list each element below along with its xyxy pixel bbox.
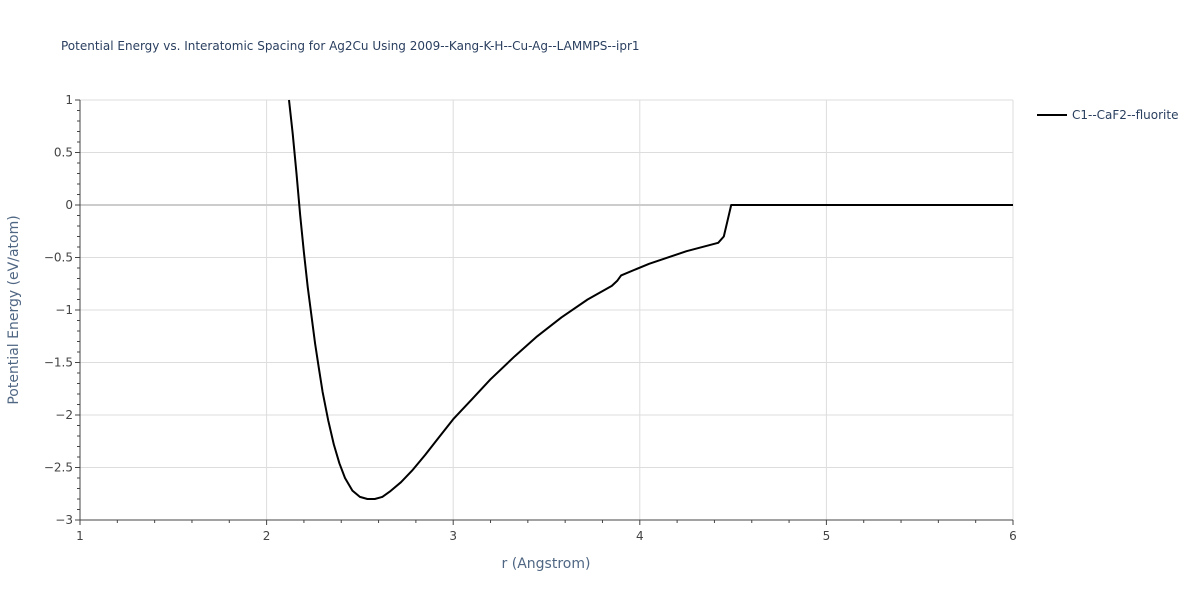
legend[interactable]: C1--CaF2--fluorite <box>1037 108 1178 122</box>
x-tick-label: 4 <box>636 529 644 543</box>
x-tick-label: 6 <box>1009 529 1017 543</box>
y-tick-label: 0.5 <box>54 146 73 160</box>
y-tick-label: −0.5 <box>44 251 73 265</box>
y-tick-label: −1.5 <box>44 356 73 370</box>
series-layer <box>288 99 1013 500</box>
grid <box>80 99 1014 520</box>
legend-label: C1--CaF2--fluorite <box>1072 108 1178 122</box>
y-tick-label: −2 <box>55 408 73 422</box>
y-axis-title: Potential Energy (eV/atom) <box>6 215 22 404</box>
y-tick-label: −1 <box>55 303 73 317</box>
y-tick-label: 0 <box>65 198 73 212</box>
y-tick-label: −3 <box>55 513 73 527</box>
x-tick-label: 1 <box>76 529 84 543</box>
series-line <box>288 99 1013 500</box>
chart-title: Potential Energy vs. Interatomic Spacing… <box>61 39 640 53</box>
y-tick-labels: 1 0.5 0 −0.5 −1 −1.5 −2 −2.5 −3 <box>44 93 73 527</box>
x-tick-label: 2 <box>263 529 271 543</box>
x-tick-labels: 1 2 3 4 5 6 <box>76 529 1017 543</box>
x-tick-label: 3 <box>449 529 457 543</box>
y-tick-label: −2.5 <box>44 461 73 475</box>
y-tick-label: 1 <box>65 93 73 107</box>
x-tick-label: 5 <box>823 529 831 543</box>
x-axis-title: r (Angstrom) <box>502 556 591 572</box>
